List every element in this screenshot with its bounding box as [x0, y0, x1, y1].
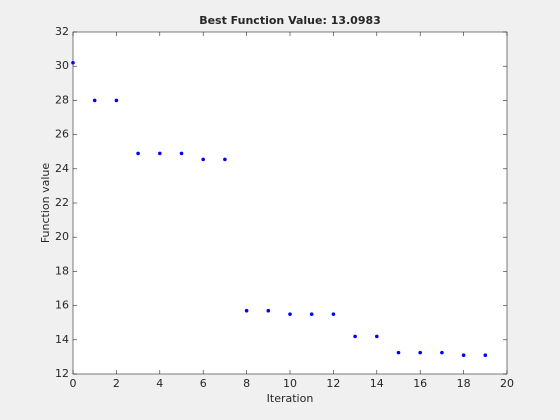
- point: [353, 334, 357, 339]
- x-tick-label: 8: [243, 377, 250, 390]
- y-tick-label: 32: [55, 25, 69, 38]
- x-tick-label: 14: [370, 377, 384, 390]
- x-tick-label: 2: [113, 377, 120, 390]
- y-tick-label: 14: [55, 333, 69, 346]
- x-tick-label: 18: [457, 377, 471, 390]
- point: [244, 308, 249, 313]
- point: [223, 157, 227, 162]
- y-tick-label: 22: [55, 196, 69, 209]
- point: [92, 98, 97, 103]
- y-tick-label: 18: [55, 264, 69, 277]
- x-tick-label: 6: [200, 377, 207, 390]
- point: [396, 350, 401, 355]
- y-tick-label: 16: [55, 299, 69, 312]
- point: [136, 151, 140, 156]
- point: [483, 353, 488, 357]
- point: [114, 98, 119, 103]
- y-tick-label: 26: [55, 128, 69, 141]
- point: [309, 312, 314, 316]
- x-tick-label: 20: [500, 377, 514, 390]
- y-tick-label: 12: [55, 367, 69, 380]
- axes-box: [72, 31, 508, 375]
- point: [375, 334, 379, 339]
- point: [331, 312, 336, 316]
- chart-title: Best Function Value: 13.0983: [199, 14, 381, 27]
- x-tick-label: 0: [70, 377, 77, 390]
- x-tick-label: 10: [283, 377, 297, 390]
- y-tick-label: 28: [55, 93, 69, 106]
- point: [71, 60, 75, 65]
- x-axis-label: Iteration: [267, 392, 314, 405]
- x-tick-label: 4: [156, 377, 163, 390]
- y-axis-label: Function value: [39, 163, 52, 244]
- point: [461, 353, 466, 357]
- x-tick-label: 12: [326, 377, 340, 390]
- point: [158, 151, 162, 156]
- point: [288, 312, 292, 316]
- point: [179, 151, 184, 156]
- point: [418, 350, 423, 355]
- point: [201, 157, 205, 162]
- y-tick-label: 30: [55, 59, 69, 72]
- y-tick-label: 24: [55, 162, 69, 175]
- point: [266, 308, 271, 313]
- point: [440, 350, 444, 355]
- y-tick-label: 20: [55, 230, 69, 243]
- x-tick-label: 16: [413, 377, 427, 390]
